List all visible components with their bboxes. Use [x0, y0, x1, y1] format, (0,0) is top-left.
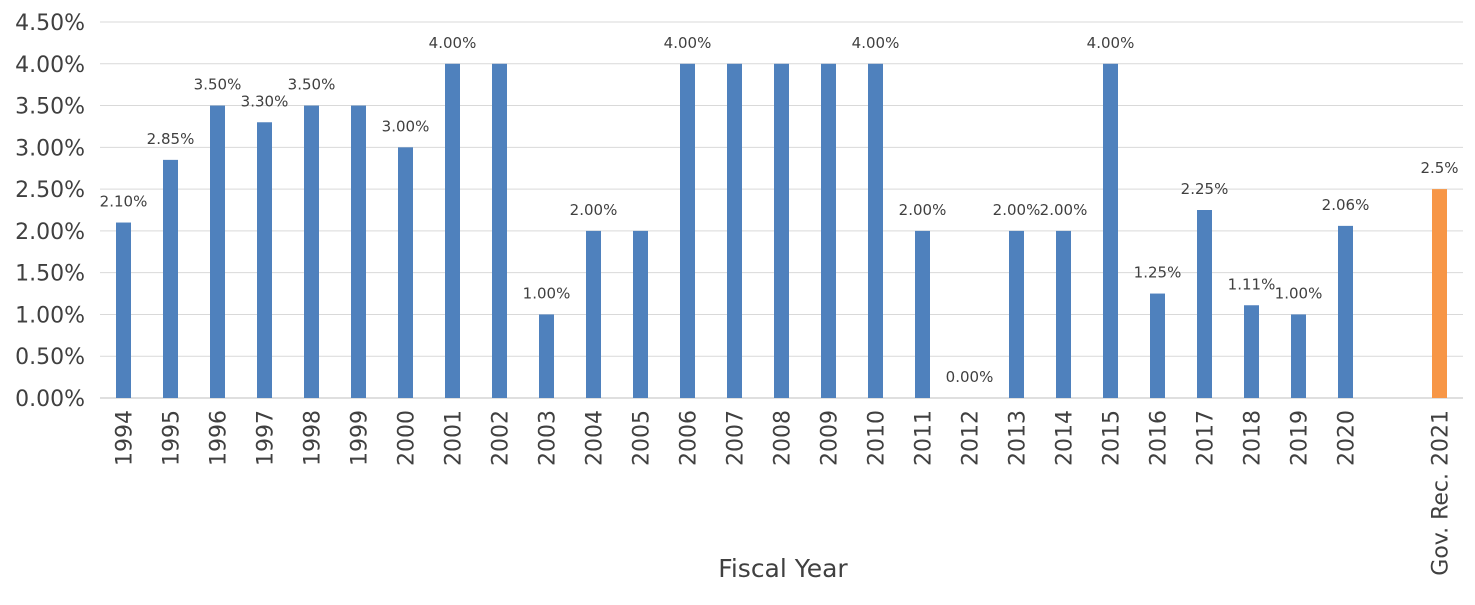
- data-label-2012: 0.00%: [946, 368, 994, 386]
- bar-2010: [868, 63, 883, 399]
- x-tick-label-gov-rec-2021: Gov. Rec. 2021: [1429, 410, 1454, 576]
- y-tick-label: 2.00%: [15, 220, 85, 245]
- x-tick-label-2019: 2019: [1288, 410, 1313, 466]
- y-tick-label: 0.50%: [15, 345, 85, 370]
- bar-2009: [821, 63, 836, 399]
- x-tick-label-1998: 1998: [301, 410, 326, 466]
- bar-2013: [1009, 230, 1024, 398]
- data-label-Gov. Rec. 2021: 2.5%: [1420, 159, 1458, 177]
- bar-2008: [774, 63, 789, 399]
- bar-2011: [915, 230, 930, 398]
- data-label-2006: 4.00%: [664, 34, 712, 52]
- x-axis-title: Fiscal Year: [718, 554, 848, 583]
- data-label-2013: 2.00%: [993, 201, 1041, 219]
- data-label-1997: 3.30%: [241, 92, 289, 110]
- x-tick-label-1999: 1999: [348, 410, 373, 466]
- bar-2017: [1197, 210, 1212, 398]
- y-tick-label: 3.50%: [15, 95, 85, 120]
- x-tick-label-2016: 2016: [1147, 410, 1172, 466]
- bar-2003: [539, 314, 554, 398]
- x-tick-label-2020: 2020: [1335, 410, 1360, 466]
- x-tick-label-1995: 1995: [160, 410, 185, 466]
- x-tick-label-2004: 2004: [583, 410, 608, 466]
- x-tick-label-2002: 2002: [489, 410, 514, 466]
- data-label-2001: 4.00%: [429, 34, 477, 52]
- bars: [116, 63, 1447, 399]
- data-label-1994: 2.10%: [100, 193, 148, 211]
- x-tick-label-2013: 2013: [1006, 410, 1031, 466]
- x-tick-label-2003: 2003: [536, 410, 561, 466]
- x-tick-label-2010: 2010: [865, 410, 890, 466]
- bar-2002: [492, 63, 507, 399]
- bar-Gov. Rec. 2021: [1432, 189, 1447, 398]
- x-axis-tick-labels: 1994 1995 1996 1997 1998 1999 2000 2001 2002 2003…: [113, 410, 1454, 576]
- bar-1995: [163, 159, 178, 398]
- bar-2004: [586, 230, 601, 398]
- x-tick-label-2006: 2006: [677, 410, 702, 466]
- data-label-2015: 4.00%: [1087, 34, 1135, 52]
- x-tick-label-2018: 2018: [1241, 410, 1266, 466]
- data-label-2003: 1.00%: [523, 284, 571, 302]
- x-tick-label-1994: 1994: [113, 410, 138, 466]
- x-tick-label-2001: 2001: [442, 410, 467, 466]
- x-tick-label-2017: 2017: [1194, 410, 1219, 466]
- bar-2005: [633, 230, 648, 398]
- bar-2000: [398, 147, 413, 398]
- bar-2015: [1103, 63, 1118, 399]
- y-tick-label: 3.00%: [15, 136, 85, 161]
- bar-1996: [210, 105, 225, 399]
- data-label-2004: 2.00%: [570, 201, 618, 219]
- data-label-2016: 1.25%: [1134, 264, 1182, 282]
- bar-2007: [727, 63, 742, 399]
- data-label-2017: 2.25%: [1181, 180, 1229, 198]
- x-tick-label-2014: 2014: [1053, 410, 1078, 466]
- x-tick-label-2008: 2008: [771, 410, 796, 466]
- bar-2019: [1291, 314, 1306, 398]
- x-tick-label-1997: 1997: [254, 410, 279, 466]
- bar-1999: [351, 105, 366, 399]
- y-tick-label: 2.50%: [15, 178, 85, 203]
- x-tick-label-2000: 2000: [395, 410, 420, 466]
- data-label-2019: 1.00%: [1275, 284, 1323, 302]
- y-tick-label: 4.50%: [15, 11, 85, 36]
- bar-1998: [304, 105, 319, 399]
- bar-2014: [1056, 230, 1071, 398]
- data-labels: 2.10% 2.85% 3.50%3.30%3.50% 3.00% 4.00% 1.00%…: [100, 34, 1459, 386]
- bar-2020: [1338, 225, 1353, 398]
- data-label-1995: 2.85%: [147, 130, 195, 148]
- x-tick-label-2007: 2007: [724, 410, 749, 466]
- y-axis-tick-labels: 0.00% 0.50% 1.00% 1.50% 2.00% 2.50% 3.00% 3.50%…: [15, 11, 85, 412]
- bar-2018: [1244, 305, 1259, 398]
- bar-2016: [1150, 293, 1165, 398]
- bar-1994: [116, 222, 131, 398]
- y-tick-label: 0.00%: [15, 387, 85, 412]
- data-label-2000: 3.00%: [382, 117, 430, 135]
- x-tick-label-2011: 2011: [912, 410, 937, 466]
- y-tick-label: 1.50%: [15, 262, 85, 287]
- x-tick-label-1996: 1996: [207, 410, 232, 466]
- y-tick-label: 1.00%: [15, 303, 85, 328]
- bar-2006: [680, 63, 695, 399]
- bar-1997: [257, 122, 272, 399]
- x-tick-label-2015: 2015: [1100, 410, 1125, 466]
- x-tick-label-2012: 2012: [959, 410, 984, 466]
- data-label-2020: 2.06%: [1322, 196, 1370, 214]
- data-label-2018: 1.11%: [1228, 275, 1276, 293]
- bar-2001: [445, 63, 460, 399]
- x-tick-label-2005: 2005: [630, 410, 655, 466]
- y-tick-label: 4.00%: [15, 53, 85, 78]
- x-tick-label-2009: 2009: [818, 410, 843, 466]
- data-label-1996: 3.50%: [194, 76, 242, 94]
- data-label-2010: 4.00%: [852, 34, 900, 52]
- data-label-1998: 3.50%: [288, 76, 336, 94]
- data-label-2014: 2.00%: [1040, 201, 1088, 219]
- data-label-2011: 2.00%: [899, 201, 947, 219]
